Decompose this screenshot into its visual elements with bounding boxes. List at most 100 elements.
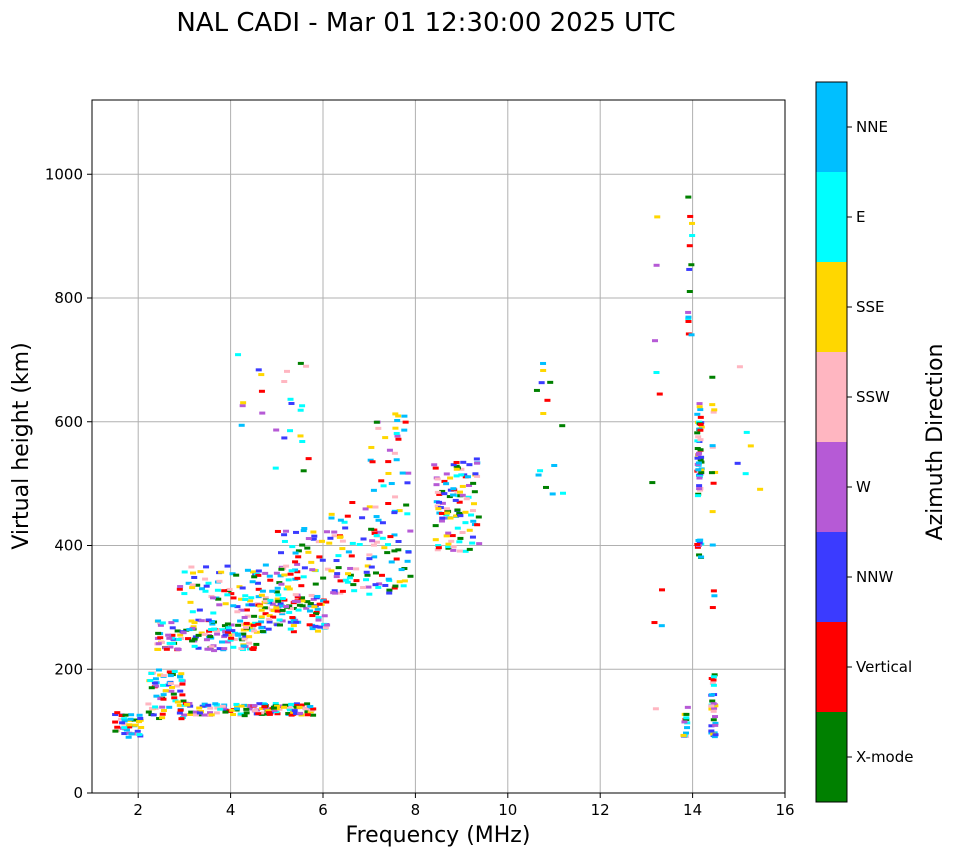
echo-point — [407, 529, 414, 533]
echo-point — [689, 234, 696, 238]
x-tick-label: 14 — [683, 801, 702, 819]
colorbar-segment — [816, 352, 847, 442]
echo-point — [445, 531, 452, 535]
echo-point — [360, 585, 367, 589]
echo-point — [337, 579, 344, 583]
echo-point — [228, 623, 235, 627]
echo-point — [324, 567, 331, 571]
echo-point — [170, 692, 177, 696]
echo-point — [178, 678, 185, 682]
echo-point — [180, 631, 187, 635]
echo-point — [262, 707, 269, 711]
echo-point — [694, 456, 701, 460]
echo-point — [192, 710, 199, 714]
echo-point — [367, 458, 374, 462]
colorbar-segment — [816, 622, 847, 712]
echo-point — [710, 481, 717, 485]
echo-point — [208, 619, 215, 623]
echo-point — [540, 361, 547, 365]
echo-point — [237, 619, 244, 623]
colorbar-frame — [815, 81, 848, 803]
echo-point — [681, 720, 688, 724]
echo-point — [651, 621, 658, 625]
echo-point — [169, 633, 176, 637]
echo-point — [366, 505, 373, 509]
echo-point — [438, 511, 445, 515]
echo-point — [384, 543, 391, 547]
echo-point — [694, 494, 701, 498]
echo-point — [156, 717, 163, 721]
echo-point — [708, 729, 715, 733]
echo-point — [259, 630, 266, 634]
echo-point — [696, 484, 703, 488]
echo-point — [453, 514, 460, 518]
echo-point — [238, 647, 245, 651]
echo-point — [300, 469, 307, 473]
echo-point — [395, 414, 402, 418]
echo-point — [274, 704, 281, 708]
echo-point — [314, 594, 321, 598]
echo-point — [273, 428, 280, 432]
echo-point — [169, 685, 176, 689]
echo-point — [337, 535, 344, 539]
echo-point — [308, 560, 315, 564]
colorbar-segment — [816, 262, 847, 352]
echo-point — [710, 675, 717, 679]
echo-point — [287, 397, 294, 401]
echo-point — [191, 644, 198, 648]
echo-point — [228, 636, 235, 640]
echo-point — [405, 550, 412, 554]
echo-point — [435, 507, 442, 511]
echo-point — [326, 541, 333, 545]
echo-point — [250, 623, 257, 627]
echo-point — [181, 713, 188, 717]
echo-point — [463, 497, 470, 501]
echo-point — [203, 584, 210, 588]
echo-point — [324, 530, 331, 534]
echo-point — [211, 649, 218, 653]
echo-point — [137, 716, 144, 720]
echo-point — [207, 635, 214, 639]
echo-point — [286, 610, 293, 614]
echo-point — [439, 489, 446, 493]
echo-point — [255, 368, 262, 372]
echo-point — [457, 536, 464, 540]
echo-point — [201, 702, 208, 706]
echo-point — [306, 623, 313, 627]
echo-point — [712, 715, 719, 719]
echo-point — [249, 580, 256, 584]
echo-point — [683, 712, 690, 716]
echo-point — [369, 539, 376, 543]
echo-point — [251, 575, 258, 579]
echo-point — [307, 604, 314, 608]
echo-point — [121, 719, 128, 723]
echo-point — [304, 546, 311, 550]
echo-point — [697, 488, 704, 492]
echo-point — [188, 619, 195, 623]
echo-point — [392, 426, 399, 430]
echo-point — [269, 602, 276, 606]
echo-point — [305, 457, 312, 461]
echo-point — [279, 619, 286, 623]
echo-point — [656, 392, 663, 396]
axis-ticks: 2 4 6 8 10 12 14 16 0 200 400 600 800 1000 — [45, 165, 795, 819]
echo-point — [196, 711, 203, 715]
echo-point — [695, 453, 702, 457]
echo-point — [222, 708, 229, 712]
echo-point — [711, 594, 718, 598]
echo-point — [278, 567, 285, 571]
echo-point — [127, 717, 134, 721]
echo-point — [231, 638, 238, 642]
echo-point — [360, 537, 367, 541]
echo-point — [466, 547, 473, 551]
colorbar-segment — [816, 82, 847, 172]
echo-point — [312, 624, 319, 628]
echo-point — [307, 710, 314, 714]
echo-point — [213, 711, 220, 715]
echo-point — [293, 711, 300, 715]
colorbar: X-mode Vertical NNW W SSW SSE E NNE — [815, 81, 913, 803]
echo-point — [145, 702, 152, 706]
echo-point — [266, 620, 273, 624]
echo-point — [365, 585, 372, 589]
echo-point — [464, 475, 471, 479]
